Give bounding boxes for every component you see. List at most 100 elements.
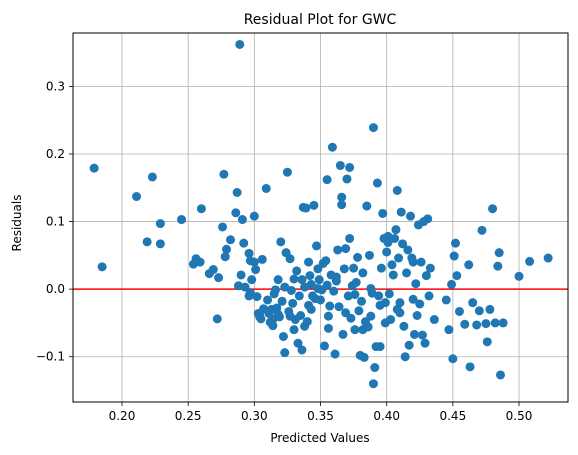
scatter-point: [268, 315, 278, 325]
scatter-point: [249, 257, 259, 267]
scatter-point: [327, 142, 337, 152]
x-tick-label: 0.25: [175, 409, 202, 423]
scatter-point: [297, 345, 307, 355]
scatter-point: [338, 329, 348, 339]
scatter-point: [424, 291, 434, 301]
scatter-point: [323, 311, 333, 321]
scatter-point: [212, 314, 222, 324]
scatter-point: [425, 263, 435, 273]
scatter-point: [237, 215, 247, 225]
scatter-point: [454, 306, 464, 316]
scatter-point: [239, 238, 249, 248]
scatter-point: [251, 265, 261, 275]
scatter-point: [543, 253, 553, 263]
scatter-point: [488, 204, 498, 214]
scatter-point: [350, 325, 360, 335]
scatter-point: [277, 296, 287, 306]
scatter-point: [494, 248, 504, 258]
scatter-point: [421, 271, 431, 281]
scatter-point: [257, 254, 267, 264]
scatter-point: [514, 271, 524, 281]
scatter-point: [372, 178, 382, 188]
x-tick-label: 0.50: [506, 409, 533, 423]
x-tick-label: 0.20: [109, 409, 136, 423]
scatter-point: [316, 295, 325, 305]
scatter-point: [232, 187, 242, 197]
scatter-point: [337, 192, 347, 202]
scatter-point: [357, 296, 367, 306]
scatter-point: [214, 273, 224, 283]
scatter-point: [444, 325, 454, 335]
scatter-point: [390, 233, 400, 243]
scatter-point: [255, 310, 265, 320]
scatter-point: [296, 310, 306, 320]
scatter-point: [333, 245, 343, 255]
scatter-point: [481, 319, 491, 329]
scatter-point: [301, 203, 311, 213]
scatter-point: [342, 174, 352, 184]
scatter-point: [288, 298, 298, 308]
scatter-point: [398, 239, 408, 249]
scatter-point: [403, 245, 413, 255]
scatter-point: [366, 311, 376, 321]
scatter-point: [392, 185, 402, 195]
scatter-point: [335, 160, 345, 170]
scatter-point: [304, 257, 314, 267]
y-axis-label: Residuals: [10, 195, 24, 252]
scatter-point: [309, 200, 319, 210]
scatter-point: [406, 211, 415, 221]
scatter-point: [349, 263, 359, 273]
scatter-point: [374, 291, 384, 301]
scatter-point: [362, 201, 372, 211]
scatter-point: [380, 298, 390, 308]
scatter-point: [219, 169, 229, 179]
scatter-point: [334, 302, 344, 312]
scatter-point: [358, 268, 368, 278]
scatter-point: [402, 268, 412, 278]
scatter-point: [289, 274, 299, 284]
scatter-point: [408, 257, 418, 267]
scatter-point: [429, 315, 439, 325]
scatter-point: [441, 295, 451, 305]
scatter-point: [323, 323, 333, 333]
scatter-point: [226, 235, 235, 245]
scatter-point: [89, 163, 99, 173]
scatter-point: [273, 275, 283, 285]
scatter-point: [378, 208, 388, 218]
scatter-point: [313, 283, 323, 293]
scatter-point: [404, 340, 414, 350]
scatter-point: [196, 204, 206, 214]
scatter-point: [449, 251, 459, 261]
scatter-point: [249, 211, 259, 221]
y-tick-label: 0.3: [46, 79, 65, 93]
scatter-point: [375, 342, 385, 352]
scatter-point: [222, 244, 232, 254]
scatter-point: [345, 233, 355, 243]
scatter-point: [351, 277, 361, 287]
scatter-point: [282, 167, 292, 177]
y-tick-label: 0.1: [46, 215, 65, 229]
scatter-point: [314, 275, 324, 285]
scatter-point: [321, 256, 331, 266]
scatter-point: [306, 279, 316, 289]
scatter-point: [142, 237, 152, 247]
y-axis-ticks: −0.1 0.0 0.1 0.2 0.3: [36, 79, 73, 364]
scatter-point: [339, 264, 349, 274]
scatter-point: [271, 285, 280, 295]
scatter-point: [416, 257, 426, 267]
scatter-point: [353, 252, 363, 262]
scatter-point: [236, 270, 246, 280]
scatter-point: [368, 379, 378, 389]
scatter-point: [297, 275, 307, 285]
y-tick-label: 0.0: [46, 282, 65, 296]
scatter-point: [399, 321, 409, 331]
scatter-point: [391, 225, 401, 235]
scatter-point: [286, 285, 296, 295]
scatter-point: [411, 279, 421, 289]
scatter-point: [322, 280, 332, 290]
scatter-point: [177, 215, 187, 225]
scatter-point: [278, 331, 288, 341]
scatter-point: [388, 270, 398, 280]
scatter-point: [345, 162, 355, 172]
